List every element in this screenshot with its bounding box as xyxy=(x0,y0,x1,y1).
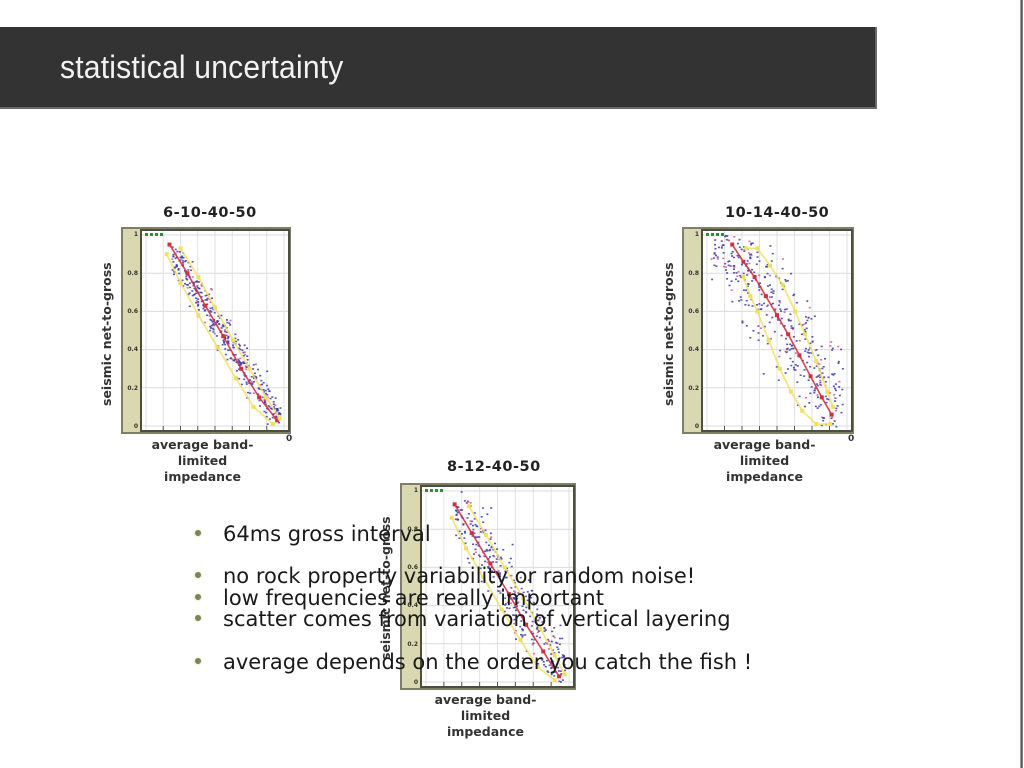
x-axis-label: average band-limited impedance xyxy=(140,437,265,485)
y-tick: 0.6 xyxy=(127,308,138,315)
bullet-icon xyxy=(195,572,201,578)
y-tick: 1 xyxy=(133,231,138,238)
y-tick: 1 xyxy=(694,231,699,238)
plot-area xyxy=(701,229,853,432)
y-tick: 0.6 xyxy=(407,564,418,571)
plot-title: 6-10-40-50 xyxy=(163,205,257,221)
bullet-icon xyxy=(195,615,201,621)
y-tick: 0 xyxy=(694,423,699,430)
plot-title: 8-12-40-50 xyxy=(447,459,541,475)
y-tick: 0 xyxy=(413,679,418,686)
y-axis-label: seismic net-to-gross xyxy=(661,262,676,406)
scatter-canvas xyxy=(703,231,851,430)
bullet-icon xyxy=(195,658,201,664)
y-tick: 0.4 xyxy=(688,346,699,353)
x-tick-zero: 0 xyxy=(286,434,293,444)
y-axis-label: seismic net-to-gross xyxy=(378,516,393,660)
window-edge-divider xyxy=(1020,0,1023,768)
plot-title: 10-14-40-50 xyxy=(725,205,830,221)
y-tick: 0.4 xyxy=(127,346,138,353)
y-tick: 0.8 xyxy=(688,270,699,277)
slide-title-bar: statistical uncertainty xyxy=(0,27,877,109)
x-axis-label-line: average band-limited impedance xyxy=(434,692,537,739)
y-tick: 0.2 xyxy=(688,385,699,392)
plot-area xyxy=(420,485,575,688)
y-tick: 1 xyxy=(413,487,418,494)
y-tick: 0.8 xyxy=(127,270,138,277)
plot-area xyxy=(140,229,290,432)
y-tick: 0.4 xyxy=(407,602,418,609)
scatter-canvas xyxy=(422,487,573,686)
x-axis-label: average band-limited impedance xyxy=(702,437,827,485)
x-axis-label-line: average band-limited impedance xyxy=(713,437,816,484)
x-axis-label-line: average band-limited impedance xyxy=(151,437,254,484)
scatter-canvas xyxy=(142,231,288,430)
y-axis-label: seismic net-to-gross xyxy=(99,262,114,406)
y-tick: 0.2 xyxy=(407,641,418,648)
bullet-item: 64ms gross interval xyxy=(195,522,431,546)
y-tick: 0.8 xyxy=(407,526,418,533)
y-tick: 0.2 xyxy=(127,385,138,392)
y-tick: 0 xyxy=(133,423,138,430)
x-axis-label: average band-limited impedance xyxy=(423,692,548,740)
y-tick: 0.6 xyxy=(688,308,699,315)
bullet-icon xyxy=(195,594,201,600)
slide-title: statistical uncertainty xyxy=(60,49,344,85)
bullet-icon xyxy=(195,530,201,536)
x-tick-zero: 0 xyxy=(848,434,855,444)
